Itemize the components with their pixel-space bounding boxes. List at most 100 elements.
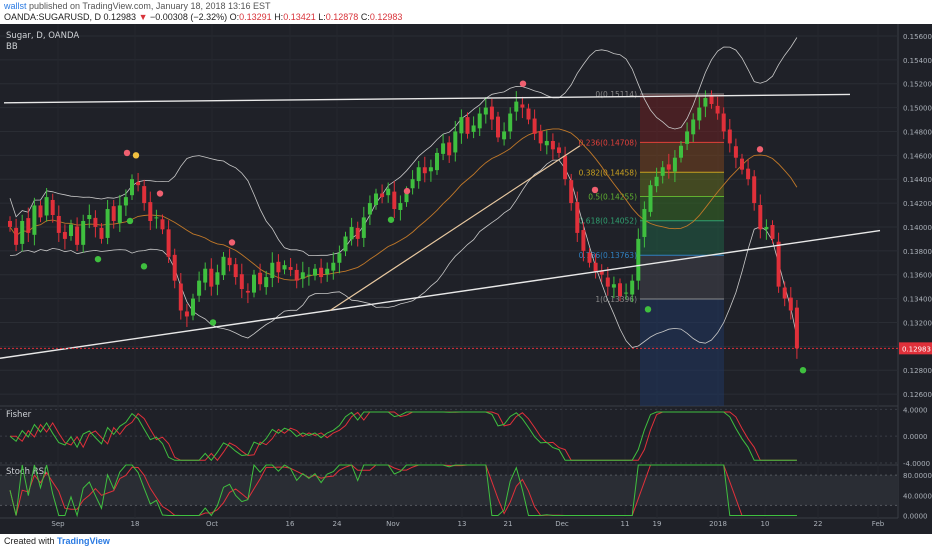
fib-label: 0.382(0.14458)	[579, 168, 637, 177]
candle-body	[764, 226, 769, 230]
candle-body	[605, 277, 610, 287]
candle-body	[685, 131, 690, 144]
candle-body	[477, 113, 482, 129]
candle-body	[215, 272, 220, 285]
fib-label: 0.618(0.14052)	[579, 217, 637, 226]
x-tick-label: 24	[333, 520, 342, 528]
candle-body	[398, 203, 403, 210]
candle-body	[20, 220, 25, 244]
candle-body	[343, 236, 348, 252]
x-tick-label: 18	[131, 520, 140, 528]
signal-dot	[156, 190, 164, 197]
last-price-tag-label: 0.12983	[902, 345, 931, 353]
stoch-tick-label: 40.0000	[903, 492, 932, 500]
candle-body	[203, 268, 208, 283]
x-tick-label: Feb	[872, 520, 885, 528]
author-link[interactable]: wallst	[4, 1, 27, 11]
chart-svg[interactable]: 0(0.15114) 0.236(0.14708) 0.382(0.14458) 0.…	[0, 24, 932, 534]
candle-body	[733, 146, 738, 158]
y-tick-label: 0.15000	[903, 105, 932, 113]
fisher-tick-label: 4.0000	[903, 406, 928, 414]
candle-body	[160, 219, 165, 230]
y-tick-label: 0.14200	[903, 200, 932, 208]
low-value: 0.12878	[325, 12, 359, 22]
candle-body	[282, 265, 287, 270]
signal-dot	[387, 216, 395, 223]
candle-body	[776, 241, 781, 287]
candle-body	[56, 215, 61, 233]
signal-dot	[140, 263, 148, 270]
fib-label: 0.5(0.14255)	[588, 192, 637, 201]
fib-label: 0.786(0.13763)	[579, 251, 637, 260]
candle-body	[514, 101, 519, 112]
candle-body	[441, 143, 446, 154]
candle-body	[355, 227, 360, 239]
signal-dot	[756, 146, 764, 153]
candle-body	[410, 179, 415, 189]
y-tick-label: 0.13600	[903, 272, 932, 280]
y-tick-label: 0.13800	[903, 248, 932, 256]
candle-body	[435, 152, 439, 171]
last-price: 0.12983	[103, 12, 137, 22]
candle-body	[62, 231, 67, 239]
fib-zone	[640, 220, 724, 256]
candle-body	[337, 253, 342, 263]
rally-trendline	[329, 145, 581, 312]
candle-body	[209, 268, 214, 287]
candle-body	[300, 272, 305, 279]
candle-body	[557, 147, 561, 153]
fib-zone	[640, 196, 724, 221]
chart-area[interactable]: 0(0.15114) 0.236(0.14708) 0.382(0.14458) 0.…	[0, 24, 932, 534]
candle-body	[349, 226, 354, 240]
fisher-line	[9, 411, 797, 462]
fib-label: 1(0.13396)	[595, 295, 637, 304]
signal-dot	[94, 255, 102, 263]
y-tick-label: 0.14600	[903, 152, 932, 160]
stoch-title: Stoch RSI	[6, 467, 47, 477]
candle-body	[227, 257, 232, 266]
tradingview-logo[interactable]: TradingView	[57, 536, 110, 546]
candle-body	[727, 129, 732, 144]
signal-dot	[591, 186, 599, 194]
low-label: L:	[318, 12, 326, 22]
candle-body	[721, 113, 726, 132]
candle-body	[319, 267, 324, 278]
candle-body	[788, 297, 793, 311]
header-bar: wallst published on TradingView.com, Jan…	[0, 0, 932, 24]
candle-body	[367, 203, 372, 215]
candle-body	[794, 307, 799, 349]
fisher-title: Fisher	[6, 410, 32, 420]
candle-body	[276, 261, 281, 273]
candle-body	[44, 197, 49, 216]
chart-title: Sugar, D, OANDA	[6, 31, 79, 41]
candle-body	[197, 280, 202, 296]
fib-zone	[640, 255, 724, 300]
candle-body	[380, 193, 385, 198]
candle-body	[123, 197, 128, 206]
candle-body	[642, 209, 647, 237]
candle-body	[489, 106, 494, 120]
signal-dot	[403, 187, 411, 195]
fib-zone	[640, 172, 724, 197]
candle-body	[75, 226, 80, 245]
y-tick-label: 0.14800	[903, 128, 932, 136]
candle-body	[654, 176, 659, 187]
publish-info: wallst published on TradingView.com, Jan…	[4, 1, 271, 11]
signal-dot	[209, 319, 217, 326]
resistance-trendline	[3, 93, 851, 104]
candle-body	[117, 205, 122, 223]
candle-body	[611, 284, 616, 288]
candle-body	[459, 117, 464, 134]
candle-body	[520, 104, 525, 108]
x-tick-label: Oct	[206, 520, 218, 528]
published-text: published on TradingView.com, January 18…	[26, 1, 271, 11]
candle-body	[502, 131, 507, 140]
candle-body	[306, 274, 311, 276]
candle-body	[221, 256, 226, 276]
candle-body	[245, 290, 250, 293]
x-tick-label: 11	[621, 520, 630, 528]
candle-body	[679, 145, 683, 158]
indicator-label: BB	[6, 42, 18, 52]
signal-dot	[123, 149, 131, 157]
y-tick-label: 0.12800	[903, 367, 932, 375]
